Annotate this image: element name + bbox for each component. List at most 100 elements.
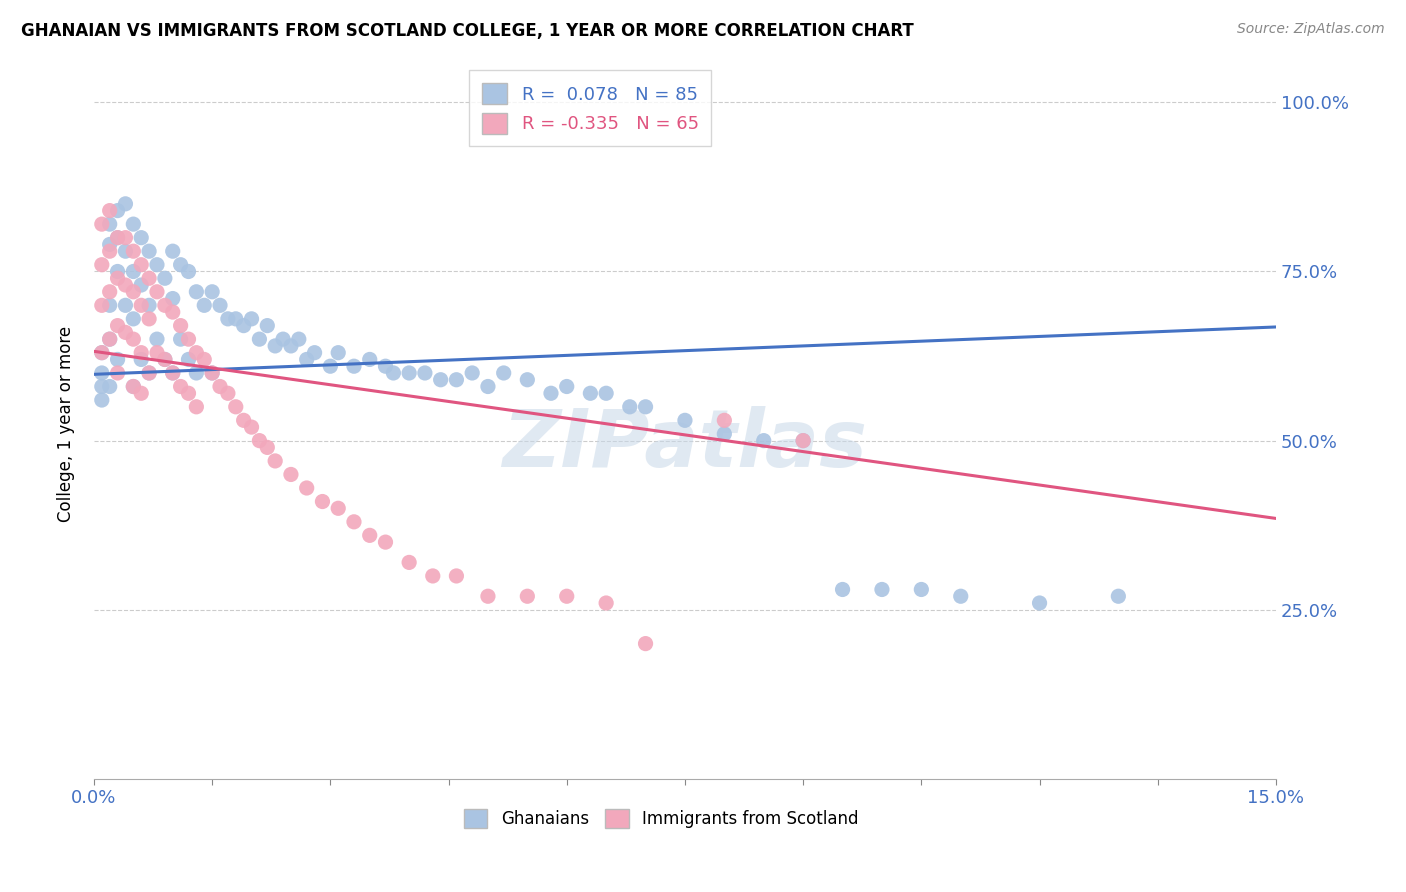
Y-axis label: College, 1 year or more: College, 1 year or more bbox=[58, 326, 75, 522]
Point bbox=[446, 569, 468, 583]
Point bbox=[295, 352, 318, 367]
Point bbox=[98, 203, 121, 218]
Point bbox=[634, 637, 657, 651]
Point bbox=[280, 467, 302, 482]
Point bbox=[129, 352, 152, 367]
Point bbox=[90, 392, 112, 407]
Point bbox=[114, 230, 136, 244]
Point bbox=[122, 379, 145, 393]
Point bbox=[579, 386, 602, 401]
Point bbox=[225, 311, 247, 326]
Point bbox=[311, 494, 333, 508]
Point bbox=[271, 332, 294, 346]
Point bbox=[516, 373, 538, 387]
Point bbox=[208, 379, 231, 393]
Point bbox=[208, 298, 231, 312]
Point bbox=[177, 386, 200, 401]
Point bbox=[319, 359, 342, 374]
Point bbox=[177, 352, 200, 367]
Point bbox=[295, 481, 318, 495]
Point bbox=[359, 352, 381, 367]
Point bbox=[98, 332, 121, 346]
Point bbox=[90, 258, 112, 272]
Point bbox=[382, 366, 405, 380]
Point bbox=[264, 454, 287, 468]
Point bbox=[114, 197, 136, 211]
Point bbox=[792, 434, 814, 448]
Point bbox=[910, 582, 932, 597]
Point bbox=[162, 292, 184, 306]
Point bbox=[256, 441, 278, 455]
Point bbox=[398, 366, 420, 380]
Point bbox=[138, 366, 160, 380]
Point bbox=[122, 217, 145, 231]
Point bbox=[217, 311, 239, 326]
Point bbox=[122, 379, 145, 393]
Point bbox=[107, 230, 129, 244]
Point bbox=[129, 298, 152, 312]
Point bbox=[98, 298, 121, 312]
Point bbox=[304, 345, 326, 359]
Point bbox=[280, 339, 302, 353]
Point bbox=[232, 318, 254, 333]
Point bbox=[374, 535, 396, 549]
Point bbox=[477, 589, 499, 603]
Point bbox=[107, 230, 129, 244]
Point bbox=[201, 366, 224, 380]
Point bbox=[122, 264, 145, 278]
Point bbox=[138, 298, 160, 312]
Point bbox=[186, 400, 208, 414]
Point bbox=[138, 311, 160, 326]
Point bbox=[343, 359, 366, 374]
Point bbox=[555, 589, 578, 603]
Point bbox=[146, 332, 169, 346]
Point bbox=[107, 264, 129, 278]
Legend: Ghanaians, Immigrants from Scotland: Ghanaians, Immigrants from Scotland bbox=[457, 802, 865, 835]
Point bbox=[114, 326, 136, 340]
Point bbox=[673, 413, 696, 427]
Point bbox=[90, 366, 112, 380]
Point bbox=[1028, 596, 1050, 610]
Point bbox=[129, 230, 152, 244]
Point bbox=[107, 271, 129, 285]
Point bbox=[122, 311, 145, 326]
Point bbox=[146, 258, 169, 272]
Point bbox=[540, 386, 562, 401]
Point bbox=[249, 434, 271, 448]
Point bbox=[129, 386, 152, 401]
Point bbox=[343, 515, 366, 529]
Text: ZIPatlas: ZIPatlas bbox=[502, 406, 868, 484]
Point bbox=[90, 217, 112, 231]
Point bbox=[162, 366, 184, 380]
Point bbox=[186, 285, 208, 299]
Point bbox=[162, 305, 184, 319]
Point bbox=[595, 596, 617, 610]
Point bbox=[98, 379, 121, 393]
Point bbox=[225, 400, 247, 414]
Point bbox=[162, 366, 184, 380]
Point bbox=[177, 332, 200, 346]
Point bbox=[129, 345, 152, 359]
Point bbox=[122, 332, 145, 346]
Point bbox=[1107, 589, 1129, 603]
Point bbox=[240, 311, 263, 326]
Point bbox=[146, 285, 169, 299]
Point bbox=[114, 278, 136, 293]
Point bbox=[107, 203, 129, 218]
Point bbox=[90, 345, 112, 359]
Point bbox=[122, 244, 145, 259]
Point bbox=[595, 386, 617, 401]
Point bbox=[217, 386, 239, 401]
Point bbox=[240, 420, 263, 434]
Point bbox=[107, 366, 129, 380]
Point bbox=[114, 298, 136, 312]
Point bbox=[138, 244, 160, 259]
Point bbox=[264, 339, 287, 353]
Point bbox=[288, 332, 311, 346]
Point bbox=[193, 298, 215, 312]
Point bbox=[122, 285, 145, 299]
Point bbox=[169, 379, 191, 393]
Point bbox=[90, 345, 112, 359]
Point bbox=[98, 244, 121, 259]
Point bbox=[129, 258, 152, 272]
